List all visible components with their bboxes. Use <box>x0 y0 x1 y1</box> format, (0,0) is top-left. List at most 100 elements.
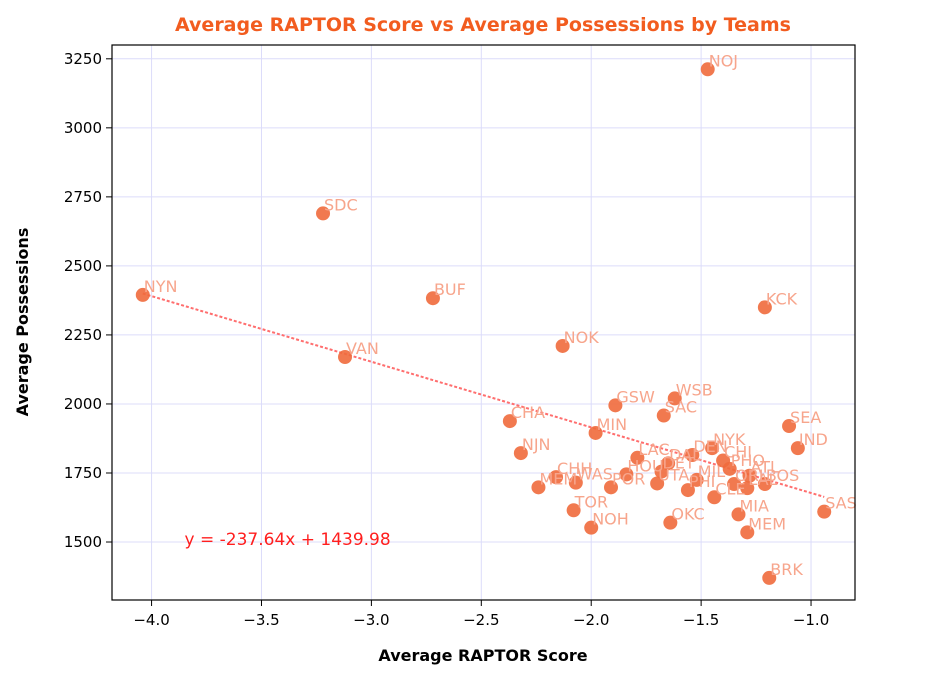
y-tick-label: 1500 <box>64 533 102 551</box>
data-point-label: KCK <box>766 289 798 308</box>
data-point <box>650 476 665 491</box>
data-point <box>685 448 700 463</box>
data-point-label: NOJ <box>709 51 738 70</box>
data-point-label: ORL <box>735 466 768 485</box>
data-point <box>566 503 581 518</box>
data-point <box>502 414 517 429</box>
data-point <box>619 467 634 482</box>
point-labels-layer: NOJ SDC NYN BUF KCK NOK VAN WSB GSW SAC CHA SEA MIN N… <box>144 51 857 579</box>
data-point-label: NYK <box>713 430 746 449</box>
data-point <box>425 291 440 306</box>
data-point-label: NJN <box>522 435 551 454</box>
y-axis-label: Average Possessions <box>13 228 32 417</box>
data-point-label: MIN <box>597 415 628 434</box>
data-point <box>667 391 682 406</box>
data-point-label: WAS <box>577 465 613 484</box>
data-point <box>654 464 669 479</box>
x-tick-label: −1.5 <box>683 611 719 629</box>
x-axis-label: Average RAPTOR Score <box>378 646 587 665</box>
data-point-label: ATL <box>750 458 778 477</box>
data-point <box>740 525 755 540</box>
data-point-label: CHI <box>724 443 752 462</box>
data-point-label: MEM <box>748 514 786 533</box>
data-point-label: NYN <box>144 277 178 296</box>
data-point-label: PHI <box>689 472 715 491</box>
data-point <box>722 461 737 476</box>
plot-frame <box>111 44 856 601</box>
data-point-label: CHA <box>511 403 545 422</box>
data-point-label: PHO <box>731 451 765 470</box>
data-point <box>555 338 570 353</box>
data-point-label: LAC <box>638 440 669 459</box>
data-point <box>782 419 797 434</box>
data-point <box>135 287 150 302</box>
data-point-label: POR <box>612 469 645 488</box>
trendline-equation: y = -237.64x + 1439.98 <box>185 530 391 550</box>
data-point-label: IND <box>799 430 828 449</box>
data-point <box>531 480 546 495</box>
data-point <box>705 441 720 456</box>
data-point-label: SDC <box>324 195 358 214</box>
data-point <box>549 470 564 485</box>
y-tick-label: 2750 <box>64 188 102 206</box>
data-point-label: WSB <box>676 380 713 399</box>
data-point-label: BUF <box>434 280 466 299</box>
data-point-label: TOR <box>574 492 608 511</box>
data-point <box>316 206 331 221</box>
data-point <box>757 300 772 315</box>
x-tick-label: −2.0 <box>573 611 609 629</box>
data-point-label: LAL <box>748 470 777 489</box>
data-point-label: BOS <box>766 466 799 485</box>
data-point <box>513 446 528 461</box>
x-tick-label: −2.5 <box>463 611 499 629</box>
data-point <box>742 468 757 483</box>
data-point <box>757 477 772 492</box>
data-point <box>790 441 805 456</box>
data-point-label: BRK <box>770 560 803 579</box>
data-point-label: HOU <box>627 456 663 475</box>
data-point-label: OKC <box>671 505 704 524</box>
data-point-label: DEN <box>693 437 727 456</box>
chart-title: Average RAPTOR Score vs Average Possessi… <box>175 14 791 36</box>
trendline <box>142 292 825 498</box>
y-tick-label: 1750 <box>64 464 102 482</box>
data-point-label: SAC <box>665 398 697 417</box>
data-point-label: NOH <box>592 510 629 529</box>
data-point <box>568 475 583 490</box>
data-point <box>731 507 746 522</box>
data-point-label: GSW <box>616 387 655 406</box>
data-point <box>656 408 671 423</box>
data-point-label: MIA <box>739 496 769 515</box>
data-point-label: VAN <box>346 339 379 358</box>
y-axis-ticks: 1500 1750 2000 2250 2500 2750 3000 3250 <box>64 50 112 551</box>
data-point <box>588 425 603 440</box>
y-tick-label: 2500 <box>64 257 102 275</box>
data-point-label: CLE <box>715 479 745 498</box>
y-tick-label: 2250 <box>64 326 102 344</box>
data-point <box>700 62 715 77</box>
data-point-label: SAS <box>825 494 857 513</box>
data-point-label: CHH <box>557 459 592 478</box>
y-tick-label: 3250 <box>64 50 102 68</box>
data-point <box>663 515 678 530</box>
data-point <box>584 520 599 535</box>
data-point <box>603 480 618 495</box>
x-tick-label: −3.5 <box>243 611 279 629</box>
data-point <box>707 490 722 505</box>
data-point <box>740 481 755 496</box>
x-axis-ticks: −4.0 −3.5 −3.0 −2.5 −2.0 −1.5 −1.0 <box>133 600 829 629</box>
trendline-layer <box>142 292 825 498</box>
x-tick-label: −1.0 <box>793 611 829 629</box>
data-point-label: DET <box>663 454 695 473</box>
data-point-label: MEM <box>539 469 577 488</box>
data-point-label: DAL <box>669 445 701 464</box>
grid <box>112 45 855 600</box>
x-tick-label: −3.0 <box>353 611 389 629</box>
y-tick-label: 3000 <box>64 119 102 137</box>
data-point-label: SEA <box>790 408 821 427</box>
data-point <box>630 450 645 465</box>
points-layer <box>135 62 832 585</box>
data-point <box>689 472 704 487</box>
